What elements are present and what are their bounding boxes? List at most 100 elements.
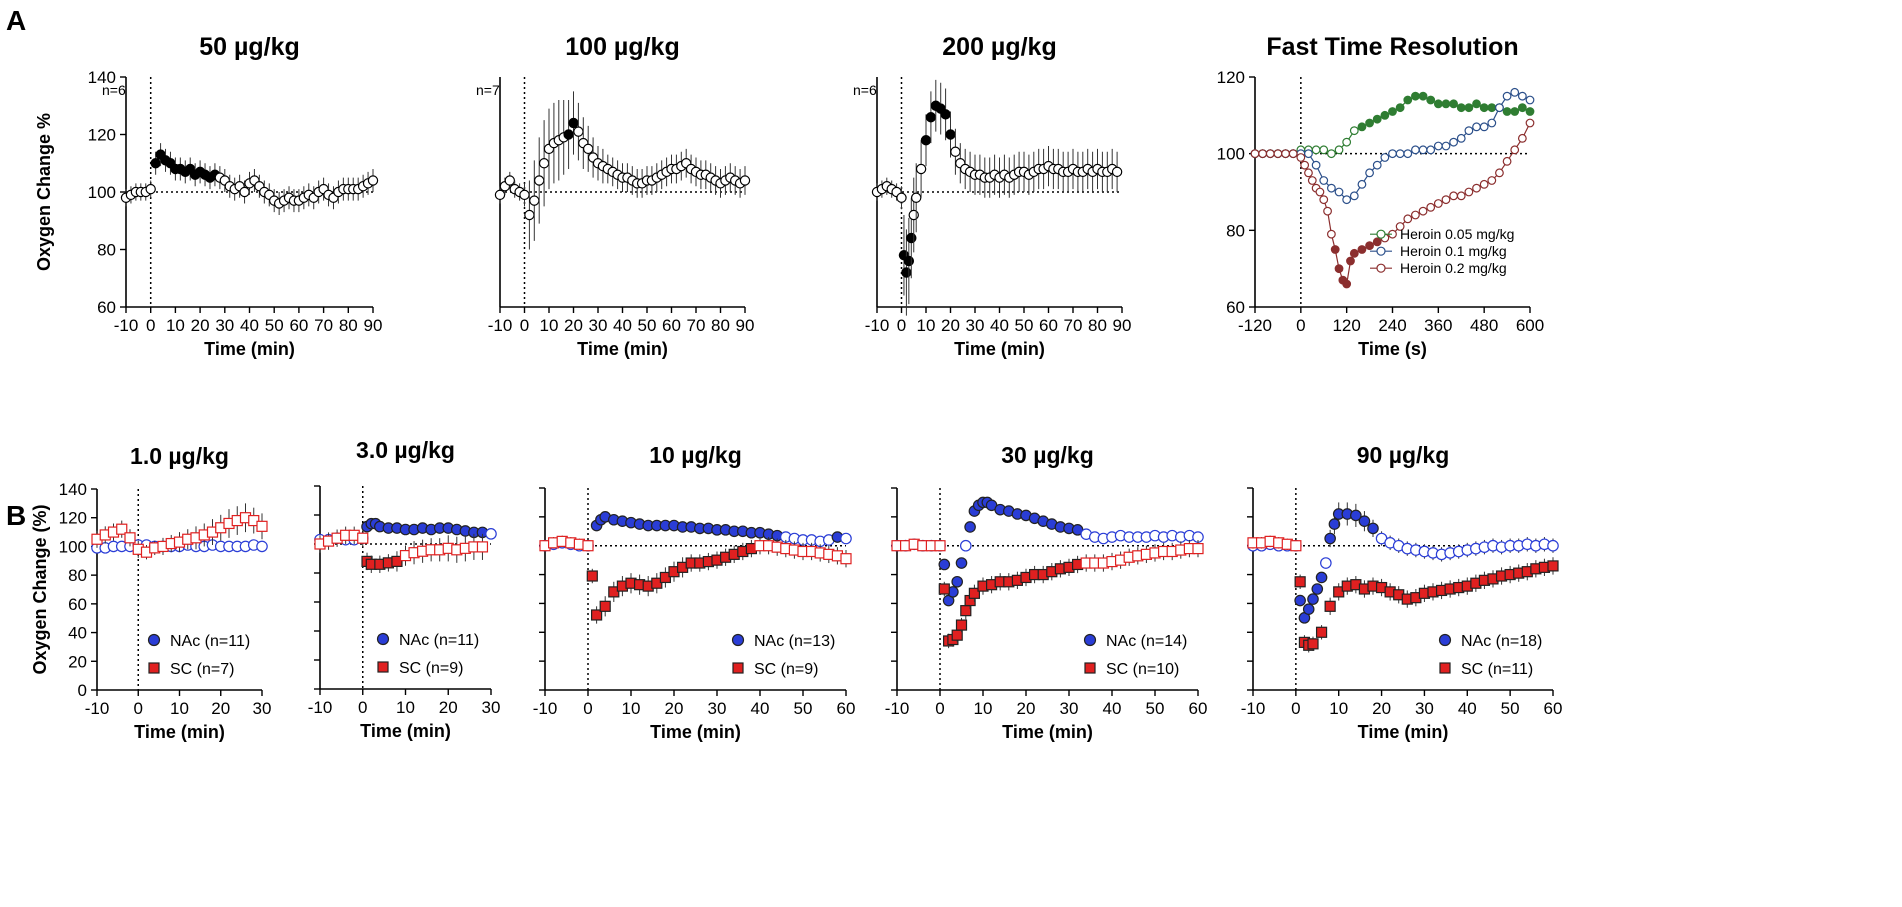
series-2	[91, 503, 268, 560]
data-point	[1372, 237, 1382, 247]
x-tick-label: 40	[1103, 699, 1122, 718]
data-point	[1479, 122, 1489, 132]
x-axis-label: Time (min)	[204, 339, 295, 359]
x-tick-label: -10	[1241, 699, 1266, 718]
data-point	[1395, 103, 1405, 113]
legend-label: SC (n=9)	[399, 660, 463, 677]
data-point	[1349, 191, 1359, 201]
data-point	[1464, 126, 1474, 136]
series-3	[1250, 118, 1535, 289]
data-point	[1342, 279, 1352, 289]
legend-marker	[731, 633, 745, 647]
data-point	[934, 540, 946, 552]
data-point	[1395, 222, 1405, 231]
y-tick-label: 60	[1226, 298, 1245, 317]
x-tick-label: -10	[533, 699, 558, 718]
legend-label: NAc (n=18)	[1461, 633, 1542, 650]
x-tick-label: 80	[339, 316, 358, 335]
data-point	[582, 540, 594, 552]
chart-4: Fast Time Resolution -120 0 120 240 360 480 600…	[1217, 33, 1545, 359]
y-tick-label: 100	[1217, 145, 1245, 164]
data-point	[1326, 149, 1336, 159]
legend-marker	[1438, 633, 1452, 647]
x-tick-label: 0	[520, 316, 529, 335]
data-point	[1418, 206, 1428, 216]
data-point	[1349, 248, 1359, 258]
data-point	[959, 539, 972, 552]
data-point	[896, 192, 907, 203]
x-axis-label: Time (min)	[1002, 722, 1093, 742]
x-tick-label: 40	[1458, 699, 1477, 718]
data-point	[1487, 103, 1497, 113]
legend-marker	[1376, 229, 1386, 239]
legend-label: SC (n=10)	[1106, 661, 1179, 678]
chart-title: 30 µg/kg	[1001, 442, 1094, 468]
x-tick-label: 50	[1015, 316, 1034, 335]
chart-title: 90 µg/kg	[1357, 442, 1450, 468]
x-tick-label: -10	[885, 699, 910, 718]
chart-3: 200 µg/kg -10 0 10 20 30 40 50 60 70 80 90 Time (min…	[853, 33, 1131, 359]
data-point	[256, 540, 268, 553]
legend-marker	[377, 661, 389, 673]
data-point	[1358, 515, 1371, 527]
data-point	[651, 577, 663, 589]
data-point	[1307, 593, 1319, 605]
data-point	[1302, 603, 1315, 615]
data-point	[1510, 145, 1520, 155]
chart-title: 1.0 µg/kg	[130, 443, 229, 469]
data-point	[239, 186, 250, 198]
x-tick-label: 30	[589, 316, 608, 335]
chart-2: 100 µg/kg -10 0 10 20 30 40 50 60 70 80 90 Time (min…	[476, 33, 754, 359]
data-point	[1365, 168, 1374, 178]
n-annotation: n=6	[102, 82, 126, 98]
data-point	[608, 586, 620, 598]
x-tick-label: 30	[253, 699, 272, 718]
x-tick-label: 70	[1064, 316, 1083, 335]
x-tick-label: 0	[897, 316, 906, 335]
data-point	[1315, 571, 1328, 584]
data-point	[1315, 187, 1325, 197]
data-point	[1388, 149, 1397, 159]
data-point	[911, 192, 922, 203]
data-point	[1334, 264, 1344, 274]
data-point	[1324, 600, 1336, 612]
x-tick-label: -10	[488, 316, 513, 335]
data-point	[1288, 149, 1298, 159]
x-tick-label: 80	[1088, 316, 1107, 335]
data-point	[920, 135, 932, 146]
data-point	[1456, 103, 1466, 113]
x-tick-label: 0	[935, 699, 944, 718]
data-point	[590, 609, 603, 621]
x-tick-label: 60	[1039, 316, 1058, 335]
data-point	[1495, 103, 1504, 113]
data-point	[519, 189, 530, 201]
x-tick-label: 50	[794, 699, 813, 718]
data-point	[1479, 103, 1489, 113]
data-point	[1388, 107, 1397, 116]
data-point	[1357, 245, 1367, 254]
series-1	[1247, 502, 1559, 624]
x-tick-label: 90	[1113, 316, 1132, 335]
legend-marker	[1439, 662, 1451, 674]
x-tick-label: 30	[215, 316, 234, 335]
data-point	[1547, 560, 1559, 572]
chart-9: 90 µg/kg -10 0 10 20 30 40 50 60 Time (min) NAc (n…	[1241, 442, 1563, 742]
data-point	[1311, 145, 1321, 155]
x-tick-label: 0	[583, 699, 592, 718]
legend-label: NAc (n=14)	[1106, 633, 1187, 650]
data-point	[494, 189, 506, 201]
data-point	[1449, 99, 1459, 109]
data-point	[960, 605, 972, 617]
data-point	[573, 126, 584, 137]
y-tick-label: 60	[68, 595, 87, 614]
data-point	[524, 209, 535, 221]
data-point	[1357, 122, 1367, 132]
data-point	[1304, 168, 1313, 178]
x-tick-label: 0	[146, 316, 155, 335]
data-point	[150, 158, 161, 169]
x-tick-label: 20	[564, 316, 583, 335]
data-point	[1372, 114, 1382, 124]
data-point	[1411, 210, 1420, 220]
legend-marker	[1376, 263, 1386, 273]
